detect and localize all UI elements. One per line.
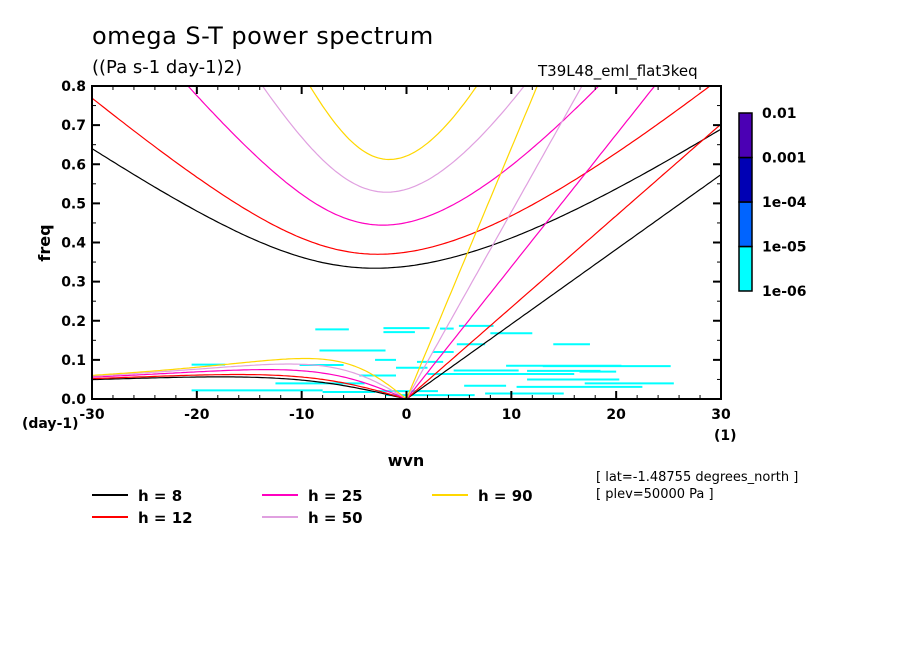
y-tick-label: 0.4 (61, 236, 86, 252)
y-axis-label: freq (35, 224, 54, 261)
legend-label: h = 8 (138, 487, 182, 505)
y-tick-label: 0.5 (61, 196, 86, 212)
kelvin-curve-h25 (406, 86, 656, 399)
legend-label: h = 12 (138, 509, 193, 527)
x-tick-label: 10 (502, 407, 522, 423)
chart-subtitle-units: ((Pa s-1 day-1)2) (92, 57, 243, 78)
colorbar-swatch (738, 201, 753, 248)
kelvin-curve-h50 (405, 86, 583, 399)
inertio-gravity-curve-h90 (309, 86, 478, 161)
chart-title: omega S-T power spectrum (92, 22, 434, 50)
colorbar-swatch (738, 245, 753, 292)
axis-ticks (91, 85, 722, 400)
legend-label: h = 50 (308, 509, 363, 527)
colorbar-swatch (738, 156, 753, 203)
inertio-gravity-curve-h25 (187, 86, 600, 226)
run-name: T39L48_eml_flat3keq (538, 62, 698, 80)
x-axis-label: wvn (388, 451, 425, 470)
y-tick-label: 0.6 (61, 157, 86, 173)
y-tick-label: 0.3 (61, 275, 86, 291)
colorbar-level-label: 1e-05 (762, 240, 807, 256)
legend: h = 8 h = 12 h = 25 h = 50 h = 90 (92, 487, 533, 527)
dispersion-curves-layer (92, 86, 721, 399)
kelvin-curve-h8 (406, 174, 721, 399)
annotation-plev: [ plev=50000 Pa ] (596, 487, 714, 502)
rossby-curve-h8 (92, 376, 407, 399)
y-axis-units: (day-1) (22, 416, 79, 432)
annotation-lat: [ lat=-1.48755 degrees_north ] (596, 470, 799, 485)
y-tick-label: 0.8 (61, 79, 86, 95)
kelvin-curve-h90 (405, 86, 538, 399)
legend-label: h = 90 (478, 487, 533, 505)
x-tick-label: -10 (289, 407, 315, 423)
y-tick-label: 0.1 (61, 353, 86, 369)
colorbar-level-label: 0.001 (762, 151, 806, 167)
colorbar-level-label: 1e-06 (762, 284, 807, 300)
x-tick-label: -30 (79, 407, 105, 423)
inertio-gravity-curve-h12 (92, 86, 711, 255)
y-tick-labels: 0.0 0.1 0.2 0.3 0.4 0.5 0.6 0.7 0.8 (61, 79, 86, 408)
x-tick-label: -20 (184, 407, 210, 423)
inertio-gravity-curve-h50 (261, 86, 525, 193)
colorbar: 1e-06 1e-05 1e-04 0.001 0.01 (738, 106, 807, 300)
y-tick-label: 0.7 (61, 118, 86, 134)
x-axis-units: (1) (714, 428, 737, 444)
colorbar-level-label: 0.01 (762, 106, 797, 122)
y-tick-label: 0.2 (61, 314, 86, 330)
rossby-curve-h12 (92, 373, 407, 399)
rossby-curve-h90 (92, 357, 407, 399)
x-tick-label: 0 (402, 407, 412, 423)
colorbar-level-label: 1e-04 (762, 195, 807, 211)
x-tick-label: 30 (711, 407, 731, 423)
rossby-curve-h50 (92, 363, 407, 399)
inertio-gravity-curve-h8 (92, 128, 721, 269)
x-tick-labels: -30 -20 -10 0 10 20 30 (79, 407, 731, 423)
rossby-curve-h25 (92, 369, 407, 399)
legend-label: h = 25 (308, 487, 363, 505)
colorbar-swatch (738, 112, 753, 159)
kelvin-curve-h12 (406, 123, 721, 399)
y-tick-label: 0.0 (61, 392, 86, 408)
x-tick-label: 20 (606, 407, 626, 423)
